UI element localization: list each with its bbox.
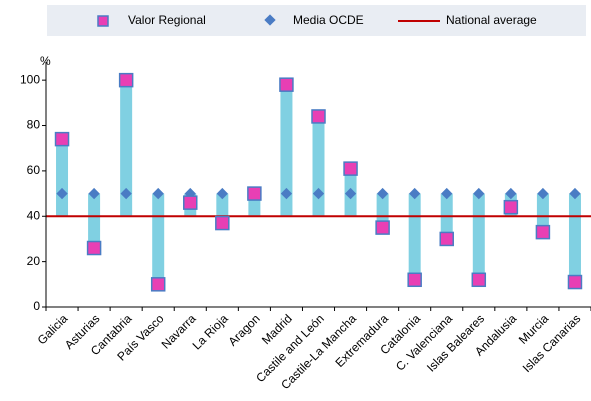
ocde-marker <box>376 187 389 200</box>
range-bar <box>56 139 69 217</box>
y-tick-label: 100 <box>20 72 40 86</box>
range-bar <box>88 193 101 249</box>
legend-label: Valor Regional <box>128 13 206 27</box>
regional-marker <box>311 109 326 124</box>
y-tick-label: 0 <box>33 299 40 313</box>
ocde-marker <box>344 187 357 200</box>
y-tick-label: 60 <box>27 163 41 177</box>
ocde-marker <box>537 187 549 200</box>
ocde-marker <box>441 187 453 200</box>
regional-marker <box>215 215 230 231</box>
regional-marker <box>279 77 294 92</box>
regional-marker <box>471 272 487 288</box>
ocde-marker <box>312 187 325 200</box>
regional-marker <box>247 186 262 201</box>
legend-label: Media OCDE <box>293 13 364 27</box>
legend-label: National average <box>446 13 537 27</box>
legend-box <box>47 5 586 36</box>
regional-marker <box>118 72 134 88</box>
regional-marker <box>375 220 390 235</box>
ocde-marker <box>505 187 517 200</box>
legend-swatch <box>97 15 109 27</box>
ocde-marker <box>409 187 421 200</box>
range-bar <box>536 193 549 233</box>
regional-marker <box>183 195 198 210</box>
ocde-marker <box>280 187 293 200</box>
range-bar <box>152 193 165 285</box>
range-bar <box>312 116 325 217</box>
y-tick-label: 20 <box>27 254 41 268</box>
range-bar <box>120 80 133 217</box>
range-bar <box>280 84 293 217</box>
y-axis-label: % <box>40 54 51 68</box>
regional-marker <box>150 277 166 292</box>
regional-marker <box>343 161 358 176</box>
regional-marker <box>567 274 583 290</box>
ocde-marker <box>569 187 581 200</box>
range-bar <box>376 193 389 228</box>
range-bar <box>472 193 485 280</box>
regional-marker <box>54 131 70 147</box>
range-bar <box>408 193 421 280</box>
ocde-marker <box>152 187 164 200</box>
range-bar <box>568 193 581 283</box>
x-tick-label: Aragon <box>225 311 262 348</box>
x-tick-label: La Rioja <box>190 311 231 352</box>
ocde-marker <box>216 187 228 200</box>
regional-marker <box>535 224 551 240</box>
ocde-marker <box>473 187 485 200</box>
y-tick-label: 40 <box>27 208 41 222</box>
regional-marker <box>86 240 102 256</box>
regional-marker <box>407 272 422 288</box>
y-tick-label: 80 <box>27 118 41 132</box>
regional-marker <box>439 231 454 247</box>
regional-marker <box>503 199 519 215</box>
